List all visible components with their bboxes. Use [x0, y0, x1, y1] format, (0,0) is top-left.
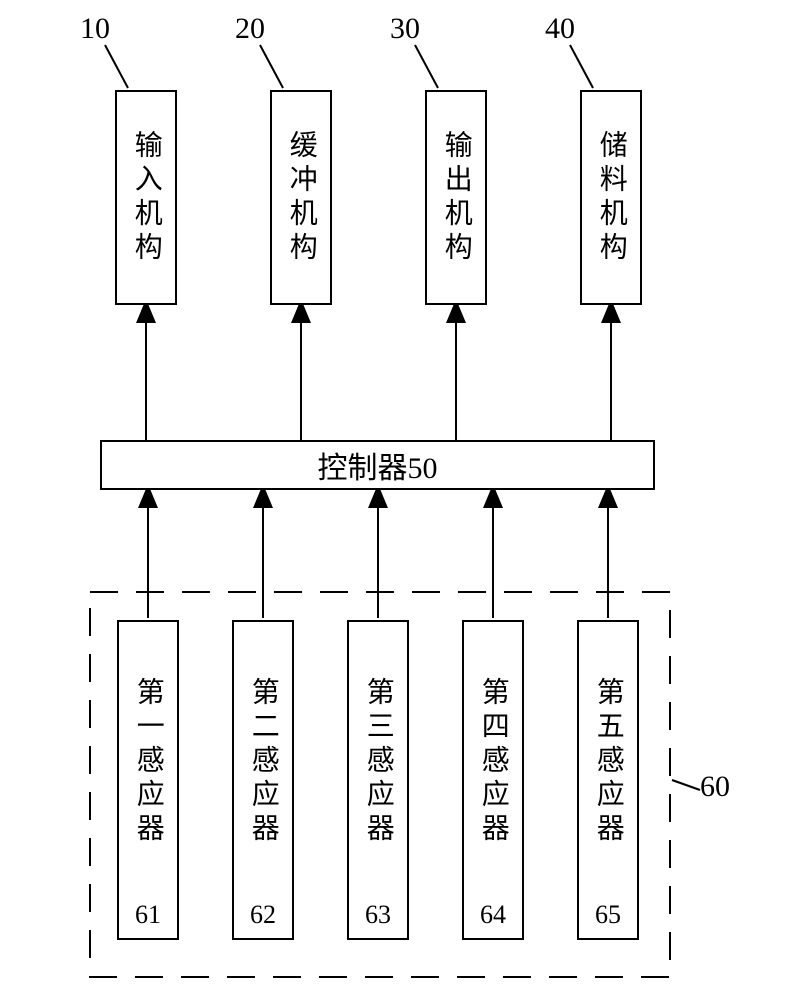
top-node-label: 输出机构	[427, 92, 485, 303]
sensor-num: 63	[349, 900, 407, 930]
sensor-label: 第四感应器	[464, 632, 522, 892]
top-node-40: 储料机构	[580, 90, 642, 305]
sensor-num: 65	[579, 900, 637, 930]
sensor-num: 61	[119, 900, 177, 930]
top-node-30: 输出机构	[425, 90, 487, 305]
callout-60: 60	[700, 770, 730, 804]
sensor-node-62: 第二感应器 62	[232, 620, 294, 940]
top-node-label: 缓冲机构	[272, 92, 330, 303]
sensor-label: 第五感应器	[579, 632, 637, 892]
callout-30: 30	[390, 12, 420, 46]
callout-10: 10	[80, 12, 110, 46]
sensor-node-65: 第五感应器 65	[577, 620, 639, 940]
callout-40: 40	[545, 12, 575, 46]
sensor-node-61: 第一感应器 61	[117, 620, 179, 940]
top-node-label: 储料机构	[582, 92, 640, 303]
controller-box: 控制器50	[100, 440, 655, 490]
top-node-10: 输入机构	[115, 90, 177, 305]
sensor-label: 第一感应器	[119, 632, 177, 892]
top-node-20: 缓冲机构	[270, 90, 332, 305]
sensor-num: 62	[234, 900, 292, 930]
callout-20: 20	[235, 12, 265, 46]
sensor-label: 第三感应器	[349, 632, 407, 892]
controller-label: 控制器50	[102, 442, 653, 488]
diagram-canvas: 输入机构 缓冲机构 输出机构 储料机构 控制器50 第一感应器 61 第二感应器 62 第三感…	[0, 0, 789, 1000]
sensor-num: 64	[464, 900, 522, 930]
top-node-label: 输入机构	[117, 92, 175, 303]
sensor-node-64: 第四感应器 64	[462, 620, 524, 940]
sensor-label: 第二感应器	[234, 632, 292, 892]
sensor-node-63: 第三感应器 63	[347, 620, 409, 940]
